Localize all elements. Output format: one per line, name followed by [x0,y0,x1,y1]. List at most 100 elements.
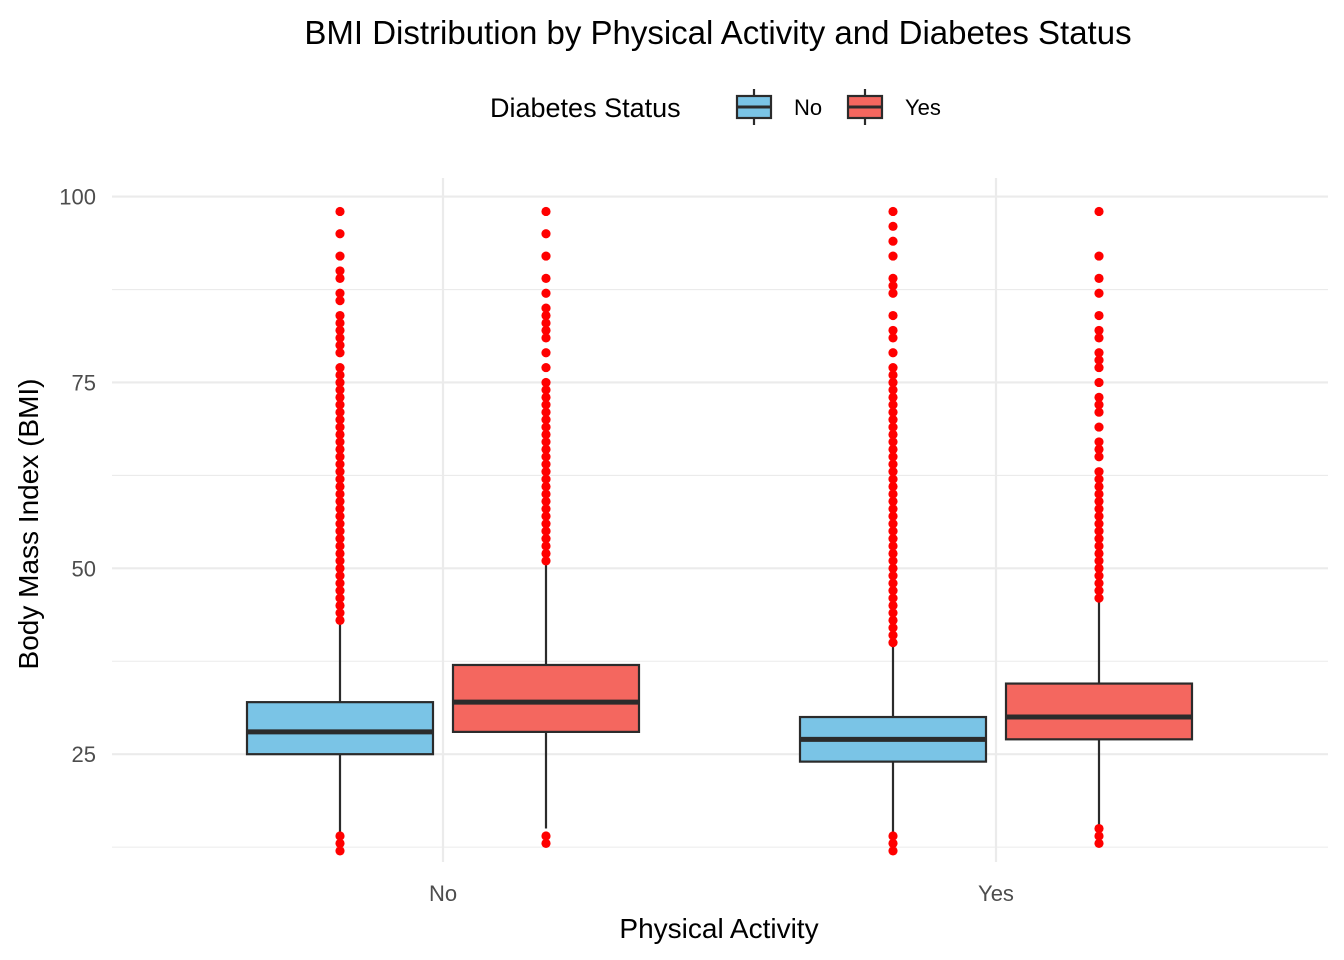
outlier-point [1094,400,1104,410]
outlier-point [335,489,345,499]
box-yes-yes [1004,601,1194,825]
outlier-point [888,623,898,633]
outlier-point [888,556,898,566]
outlier-point [888,563,898,573]
outlier-point [335,296,345,306]
outlier-point [1094,496,1104,507]
outlier-point [541,400,551,410]
outlier-point [888,489,898,499]
outlier-point [335,481,345,492]
outlier-point [335,578,345,588]
outlier-point [541,444,551,454]
outlier-point [888,586,898,596]
outlier-point [541,526,551,536]
outlier-point [888,459,898,469]
outlier-point [1094,348,1104,358]
outlier-point [1094,511,1104,521]
x-tick-label: No [429,881,457,906]
outlier-point [335,362,345,373]
outlier-point [888,206,898,217]
outlier-point [541,206,551,217]
outlier-point [888,541,898,551]
outlier-point [541,385,551,395]
outlier-point [888,429,898,440]
outlier-point [541,415,551,425]
outlier-point [1094,333,1104,343]
outlier-point [541,481,551,492]
outlier-point [888,615,898,625]
outlier-point [888,511,898,521]
boxplots [245,564,1194,851]
outlier-point [335,608,345,618]
outlier-point [1094,533,1104,544]
outlier-point [888,578,898,588]
outlier-point [335,846,345,856]
outlier-point [541,407,551,417]
outlier-point [541,467,551,477]
outlier-point [541,325,551,336]
outlier-point [1094,362,1104,373]
outlier-point [541,229,551,239]
outlier-point [888,422,898,432]
outlier-point [335,415,345,425]
y-axis-title: Body Mass Index (BMI) [13,379,44,670]
outlier-point [541,511,551,521]
outlier-point [888,370,898,380]
grid [112,178,1328,862]
outlier-point [335,422,345,432]
outlier-point [888,377,898,388]
outlier-point [1094,838,1104,849]
outlier-point [888,600,898,611]
outlier-point [888,310,898,321]
outlier-point [335,400,345,410]
outlier-point [888,571,898,581]
outlier-point [541,303,551,313]
outlier-point [335,541,345,551]
outlier-point [541,362,551,373]
outlier-point [888,444,898,454]
outlier-point [335,496,345,507]
legend-label: No [794,95,822,120]
outlier-point [888,348,898,358]
outlier-point [888,251,898,261]
outlier-point [541,318,551,328]
outlier-point [335,452,345,462]
box-no-yes [798,646,988,851]
x-axis-title: Physical Activity [619,913,818,944]
outlier-point [888,608,898,618]
outlier-point [335,318,345,328]
outlier-point [1094,392,1104,402]
outlier-point [1094,467,1104,477]
outlier-point [1094,273,1104,283]
outlier-point [888,415,898,425]
outlier-point [1094,593,1104,603]
y-axis-ticks: 25 50 75 100 [59,185,96,768]
outlier-point [1094,206,1104,217]
outlier-point [541,333,551,343]
y-tick-label: 100 [59,185,96,210]
outlier-point [335,459,345,469]
outlier-point [335,370,345,380]
outlier-points [335,206,1104,856]
outlier-point [335,467,345,477]
outlier-point [541,392,551,402]
outlier-point [1094,548,1104,559]
legend-entries: No Yes [735,89,941,125]
outlier-point [541,519,551,529]
x-axis-ticks: No Yes [429,881,1014,906]
outlier-point [888,838,898,849]
box-iqr [451,663,641,733]
outlier-point [335,519,345,529]
chart-title: BMI Distribution by Physical Activity an… [304,14,1131,51]
outlier-point [335,206,345,217]
outlier-point [888,452,898,462]
box-iqr [1004,682,1194,741]
outlier-point [541,556,551,566]
outlier-point [1094,452,1104,462]
legend-label: Yes [905,95,941,120]
outlier-point [888,831,898,841]
outlier-point [888,236,898,246]
outlier-point [335,288,345,298]
outlier-point [888,273,898,283]
